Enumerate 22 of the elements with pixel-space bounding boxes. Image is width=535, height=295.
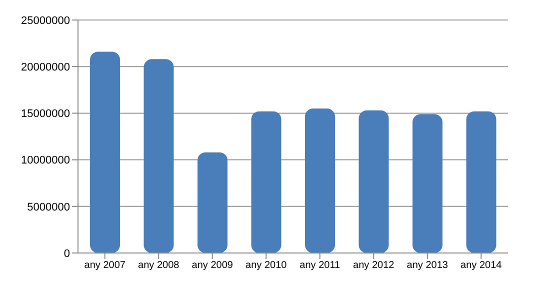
x-tick-label: any 2009 (192, 260, 234, 272)
bar (358, 110, 389, 253)
x-tick-label: any 2011 (300, 260, 341, 272)
bar (305, 108, 335, 253)
x-tick-label: any 2014 (460, 260, 502, 272)
x-tick-label: any 2007 (84, 260, 126, 272)
x-tick-label: any 2008 (138, 260, 180, 272)
y-tick-label: 15000000 (21, 108, 70, 120)
y-tick-label: 0 (64, 248, 70, 260)
y-tick-label: 20000000 (21, 62, 70, 74)
y-tick-label: 5000000 (27, 201, 70, 214)
y-tick-label: 25000000 (21, 14, 70, 27)
bar (144, 59, 174, 253)
x-tick-label: any 2013 (406, 260, 448, 272)
x-tick-label: any 2012 (353, 260, 395, 272)
x-tick-label: any 2010 (246, 260, 288, 272)
bar (466, 111, 496, 253)
bar (251, 111, 282, 253)
bar (412, 114, 442, 253)
bar (90, 52, 120, 253)
y-tick-label: 10000000 (21, 154, 70, 167)
bar (198, 152, 228, 253)
